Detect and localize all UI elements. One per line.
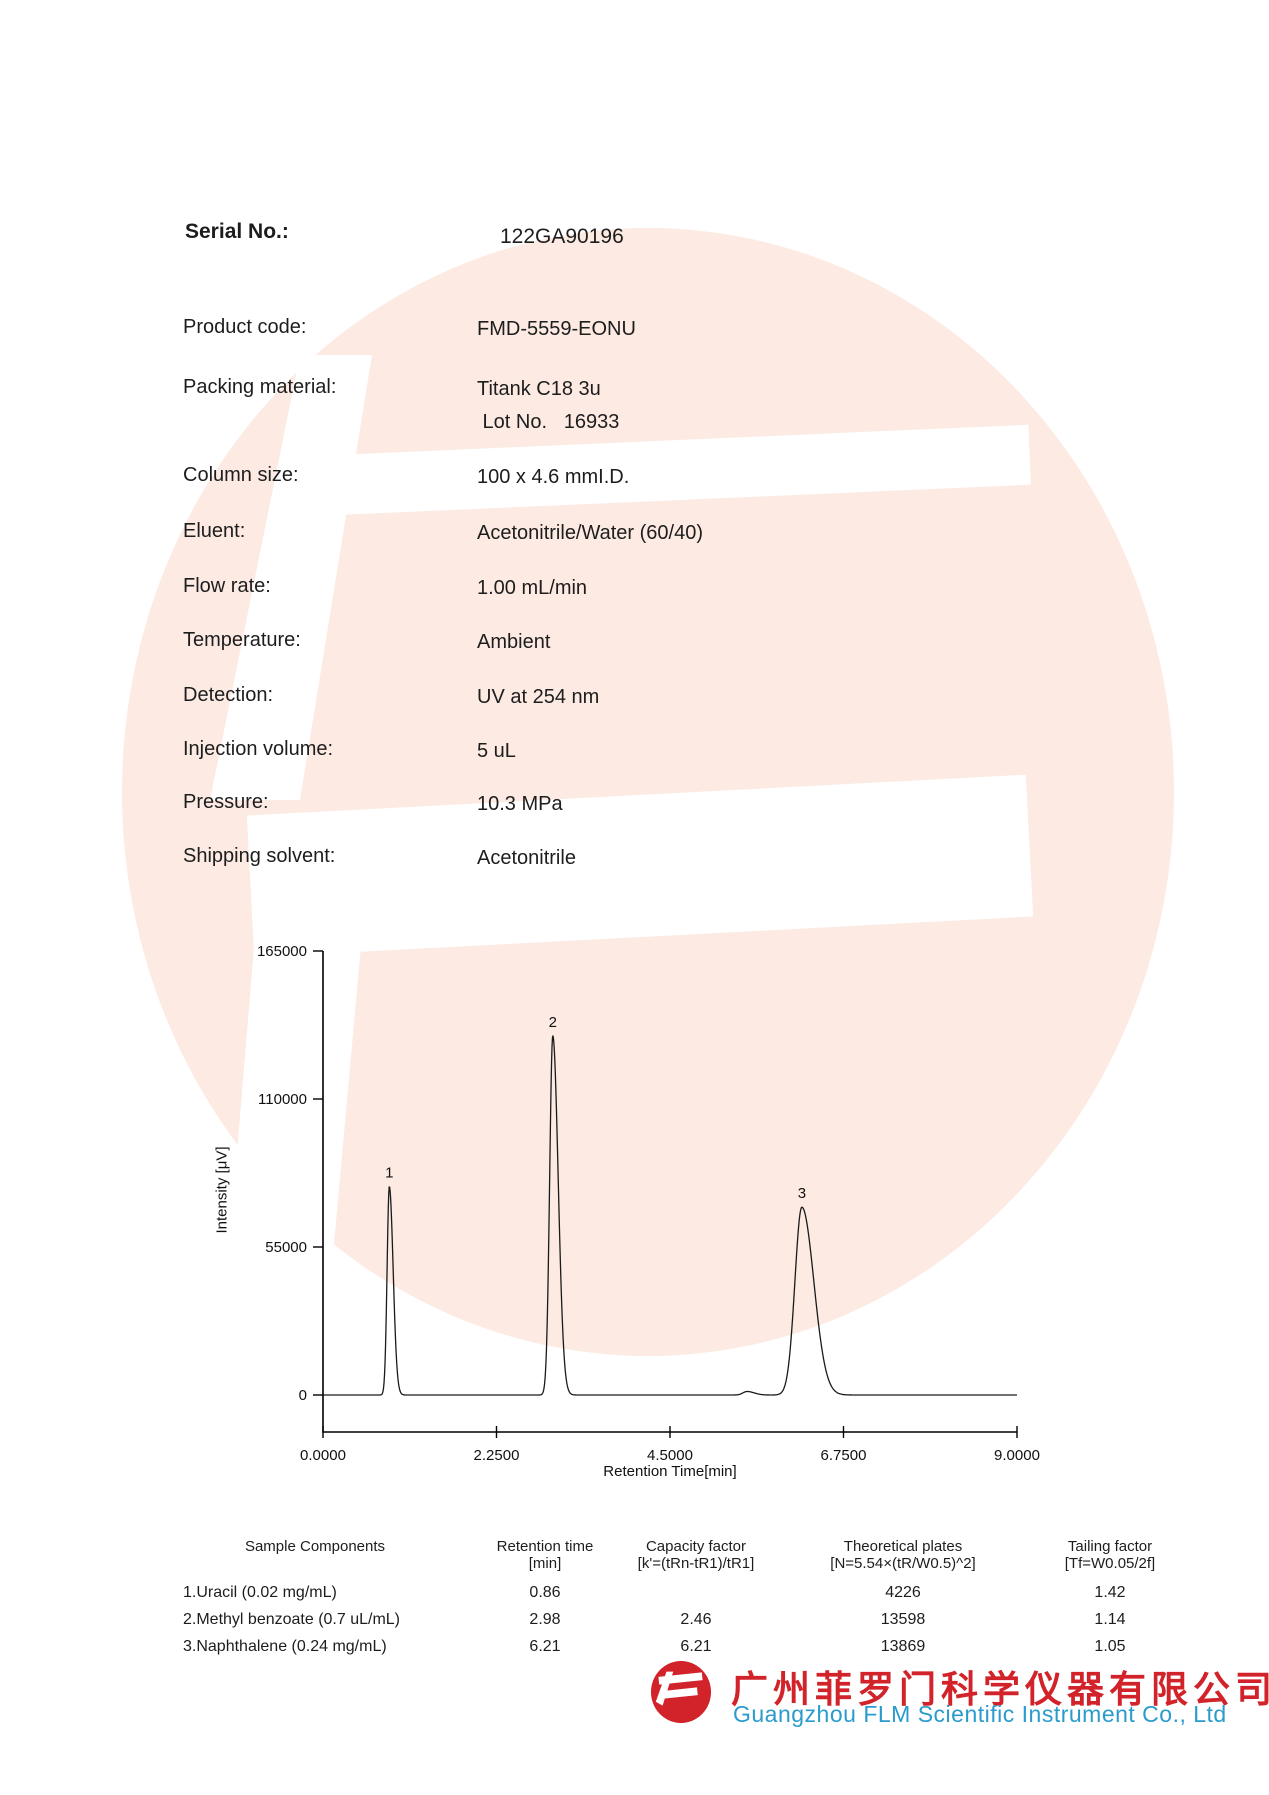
table-row: 1.Uracil (0.02 mg/mL) 0.86 4226 1.42 [150,1579,1196,1606]
y-tick-label: 110000 [258,1091,307,1108]
spec-row: Eluent: Acetonitrile/Water (60/40) [0,520,1269,546]
spec-label: Flow rate: [183,575,271,597]
results-table-body: 1.Uracil (0.02 mg/mL) 0.86 4226 1.42 2.Methy… [150,1579,1196,1660]
table-cell: 1.Uracil (0.02 mg/mL) [183,1584,337,1601]
spec-label: Detection: [183,684,274,706]
spec-row: Detection: UV at 254 nm [0,684,1269,710]
peak-label: 2 [549,1014,557,1031]
table-cell: 6.21 [529,1638,561,1655]
table-cell: 4226 [885,1584,921,1601]
table-cell: 1.05 [1094,1638,1126,1655]
table-cell: 2.98 [529,1611,561,1628]
y-axis-title: Intensity [μV] [213,1146,231,1234]
company-name-chinese: 广州菲罗门科学仪器有限公司 [731,1669,1269,1710]
table-cell: 13598 [880,1611,926,1628]
spec-value: Acetonitrile [477,847,576,869]
spec-value: 10.3 MPa [477,793,563,815]
spec-row: Injection volume: 5 uL [0,738,1269,764]
flm-logo-icon [650,1661,712,1723]
spec-row: Pressure: 10.3 MPa [0,791,1269,817]
spec-row: Shipping solvent: Acetonitrile [0,845,1269,871]
x-tick-label: 2.2500 [474,1447,520,1464]
spec-value: Titank C18 3u Lot No. 16933 [477,378,620,433]
x-axis-title: Retention Time[min] [603,1463,737,1480]
y-tick-label: 0 [299,1387,307,1404]
watermark-f-stem-lower [224,935,362,1310]
company-name-english: Guangzhou FLM Scientific Instrument Co.,… [733,1701,1227,1727]
spec-value: 1.00 mL/min [477,577,588,599]
chart-axes [322,951,1017,1433]
watermark-f-mid-bar [246,774,1034,958]
column-header: Tailing factor [Tf=W0.05/2f] [1064,1538,1156,1572]
table-cell: 2.Methyl benzoate (0.7 uL/mL) [183,1611,401,1628]
table-cell: 1.42 [1094,1584,1126,1601]
spec-label: Temperature: [183,629,301,651]
spec-row-serial: Serial No.: 122GA90196 [0,220,1269,248]
column-header: Theoretical plates [N=5.54×(tR/W0.5)^2] [830,1538,976,1572]
spec-label: Pressure: [183,791,269,813]
table-cell: 6.21 [680,1638,712,1655]
column-header: Sample Components [244,1538,386,1555]
x-tick-label: 6.7500 [821,1447,867,1464]
spec-value: 5 uL [477,740,516,762]
peak-label: 3 [798,1185,806,1202]
column-header: Retention time [min] [496,1538,594,1572]
chromatogram-trace [322,1035,1018,1396]
spec-value: UV at 254 nm [477,686,600,708]
serial-value: 122GA90196 [500,225,624,248]
table-cell: 1.14 [1094,1611,1126,1628]
spec-value: Ambient [477,631,551,653]
spec-value: Acetonitrile/Water (60/40) [477,522,704,544]
serial-label: Serial No.: [185,220,289,243]
spec-label: Product code: [183,316,307,338]
spec-row: Product code: FMD-5559-EONU [0,316,1269,342]
x-tick-label: 4.5000 [647,1447,693,1464]
table-cell: 3.Naphthalene (0.24 mg/mL) [183,1638,387,1655]
spec-row: Flow rate: 1.00 mL/min [0,575,1269,601]
peak-label: 1 [385,1164,393,1181]
table-cell: 2.46 [680,1611,712,1628]
table-row: 3.Naphthalene (0.24 mg/mL) 6.21 6.21 13869 1… [150,1633,1196,1660]
spec-label: Injection volume: [183,738,334,760]
column-header: Capacity factor [k'=(tRn-tR1)/tR1] [637,1538,755,1572]
spec-label: Packing material: [183,376,337,398]
watermark-f-top-bar [329,424,1031,516]
spec-row: Column size: 100 x 4.6 mmI.D. [0,464,1269,490]
y-tick-label: 55000 [265,1239,307,1256]
table-cell [610,1579,782,1606]
results-table-header: Sample Components Retention time [min] Capa… [150,1538,1196,1572]
spec-row: Packing material: Titank C18 3u Lot No. … [0,376,1269,433]
spec-label: Shipping solvent: [183,845,336,867]
spec-row: Temperature: Ambient [0,629,1269,655]
spec-label: Column size: [183,464,299,486]
spec-value: FMD-5559-EONU [477,318,636,340]
table-cell: 13869 [880,1638,926,1655]
spec-label: Eluent: [183,520,246,542]
spec-value: 100 x 4.6 mmI.D. [477,466,630,488]
x-tick-label: 9.0000 [994,1447,1040,1464]
x-tick-label: 0.0000 [300,1447,346,1464]
table-cell: 0.86 [529,1584,561,1601]
watermark-f-stem-upper [210,355,372,800]
y-tick-label: 165000 [257,943,307,960]
results-table: Sample Components Retention time [min] Capa… [150,1538,1196,1660]
table-row: 2.Methyl benzoate (0.7 uL/mL) 2.98 2.46 135… [150,1606,1196,1633]
